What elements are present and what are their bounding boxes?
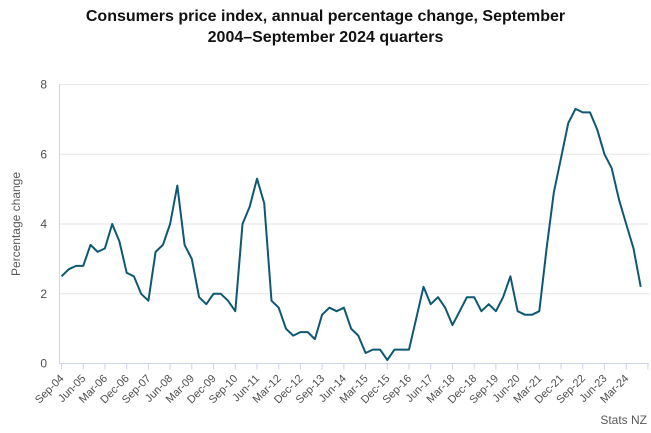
y-tick-label: 2 <box>40 287 47 301</box>
y-tick-label: 4 <box>40 217 47 231</box>
chart-title: Consumers price index, annual percentage… <box>20 6 631 48</box>
y-tick-label: 8 <box>40 78 47 92</box>
chart-title-line2: 2004–September 2024 quarters <box>207 29 444 46</box>
cpi-line-series[interactable] <box>60 107 642 361</box>
y-tick-label: 6 <box>40 147 47 161</box>
source-attribution: Stats NZ <box>600 413 647 427</box>
chart-title-line1: Consumers price index, annual percentage… <box>85 8 566 25</box>
y-tick-label: 0 <box>40 357 47 371</box>
